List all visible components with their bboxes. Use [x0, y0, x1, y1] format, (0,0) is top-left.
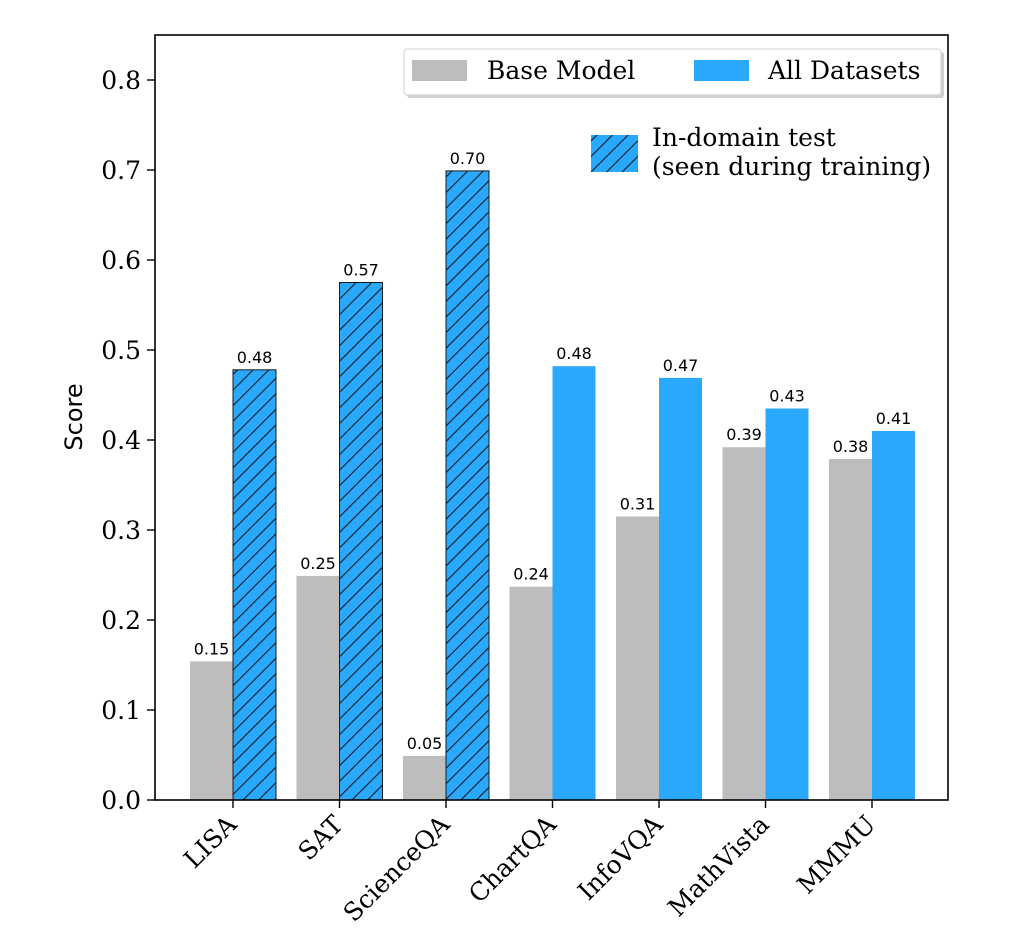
x-tick-label: ScienceQA	[338, 809, 456, 927]
x-tick-label: MathVista	[662, 810, 775, 923]
legend: Base Model All Datasets	[403, 48, 944, 98]
value-labels-layer: 0.15 0.48 0.25 0.57 0.05 0.70 0.24 0.48 0.31 0.47…	[194, 149, 912, 753]
bar-base-model-scienceqa	[403, 755, 446, 800]
bar-hatch-sat	[339, 282, 383, 800]
legend-box	[403, 48, 942, 96]
hatch-legend-line2: (seen during training)	[652, 152, 931, 181]
bar-base-model-chartqa	[509, 586, 553, 800]
value-label: 0.38	[833, 437, 869, 456]
value-label: 0.57	[343, 261, 379, 280]
bar-base-model-sat	[296, 575, 340, 800]
legend-label-all-datasets: All Datasets	[767, 56, 920, 85]
value-label: 0.47	[663, 356, 699, 375]
legend-swatch-all-datasets	[694, 60, 749, 81]
value-label: 0.48	[556, 344, 592, 363]
y-axis: 0.0 0.1 0.2 0.3 0.4 0.5 0.6 0.7 0.8	[101, 66, 155, 815]
y-tick-label: 0.6	[101, 246, 141, 275]
y-tick-label: 0.2	[101, 606, 141, 635]
value-label: 0.05	[407, 734, 443, 753]
y-tick-label: 0.1	[101, 696, 141, 725]
plot-frame	[154, 34, 949, 801]
bar-base-model-mmmu	[829, 458, 872, 800]
x-tick-label: MMMU	[792, 810, 882, 900]
hatch-legend-swatch-pattern	[591, 135, 638, 172]
bar-base-model-mathvista	[722, 447, 766, 800]
x-tick-label: SAT	[293, 810, 349, 866]
bar-hatch-scienceqa	[446, 170, 489, 800]
legend-label-base-model: Base Model	[487, 56, 635, 85]
bar-all-datasets-chartqa	[552, 366, 596, 800]
y-tick-label: 0.3	[101, 516, 141, 545]
value-label: 0.25	[300, 554, 336, 573]
bar-base-model-infovqa	[616, 516, 659, 800]
hatch-legend-line1: In-domain test	[652, 123, 836, 152]
bar-all-datasets-infovqa	[659, 377, 702, 800]
x-tick-label: InfoVQA	[572, 809, 669, 906]
bar-base-model-lisa	[190, 661, 233, 800]
y-tick-label: 0.4	[101, 426, 141, 455]
value-label: 0.70	[450, 149, 486, 168]
value-label: 0.31	[620, 495, 656, 514]
y-tick-label: 0.0	[101, 786, 141, 815]
y-tick-label: 0.5	[101, 336, 141, 365]
bar-all-datasets-mmmu	[872, 431, 915, 800]
y-tick-label: 0.8	[101, 66, 141, 95]
bar-all-datasets-mathvista	[765, 408, 809, 800]
value-label: 0.15	[194, 639, 230, 658]
legend-swatch-base-model	[412, 60, 467, 81]
value-label: 0.24	[513, 565, 549, 584]
x-tick-label: ChartQA	[463, 809, 562, 908]
hatch-legend: In-domain test (seen during training)	[591, 123, 931, 181]
y-tick-label: 0.7	[101, 156, 141, 185]
bar-hatch-lisa	[233, 369, 276, 800]
value-label: 0.43	[769, 387, 805, 406]
value-label: 0.48	[237, 348, 273, 367]
value-label: 0.41	[876, 409, 912, 428]
value-label: 0.39	[726, 425, 762, 444]
bars-layer	[190, 170, 915, 801]
x-tick-label: LISA	[178, 809, 243, 874]
y-axis-label: Score	[60, 383, 88, 450]
